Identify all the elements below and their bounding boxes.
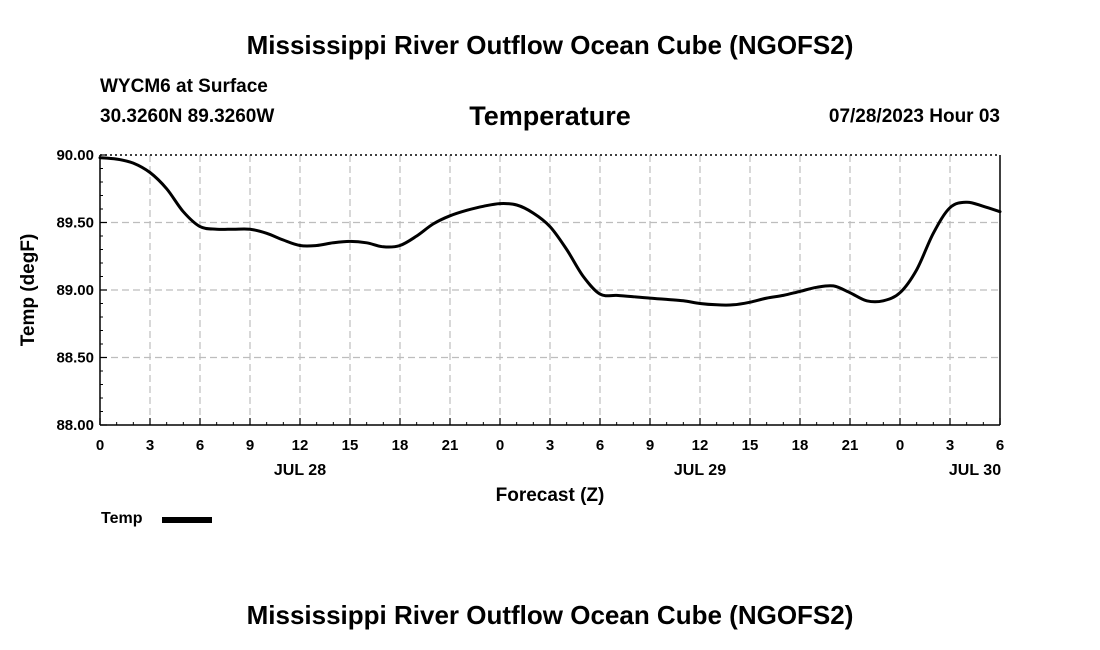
main-title: Mississippi River Outflow Ocean Cube (NG… <box>246 30 854 60</box>
x-tick-label: 3 <box>146 437 154 454</box>
x-tick-label: 6 <box>996 437 1004 454</box>
legend-swatch <box>162 517 212 523</box>
x-tick-label: 15 <box>742 437 759 454</box>
forecast-datetime: 07/28/2023 Hour 03 <box>828 106 1000 127</box>
y-tick-label: 88.00 <box>56 417 94 434</box>
x-tick-label: 6 <box>196 437 204 454</box>
x-axis-label: Forecast (Z) <box>496 485 605 506</box>
x-tick-label: 12 <box>292 437 309 454</box>
x-tick-label: 0 <box>896 437 904 454</box>
x-tick-label: 18 <box>392 437 409 454</box>
x-tick-label: 15 <box>342 437 359 454</box>
chart-title: Temperature <box>469 101 631 131</box>
y-axis-label: Temp (degF) <box>18 234 39 347</box>
x-day-label: JUL 28 <box>274 462 326 479</box>
coordinates-label: 30.3260N 89.3260W <box>100 106 275 127</box>
series-line-temp <box>98 156 1002 307</box>
x-tick-label: 21 <box>842 437 859 454</box>
x-tick-label: 0 <box>496 437 504 454</box>
x-tick-label: 3 <box>946 437 954 454</box>
x-tick-label: 0 <box>96 437 104 454</box>
x-tick-label: 9 <box>246 437 254 454</box>
footer-title: Mississippi River Outflow Ocean Cube (NG… <box>246 600 854 630</box>
x-day-label: JUL 30 <box>949 462 1001 479</box>
y-tick-label: 89.50 <box>56 215 94 232</box>
y-tick-label: 90.00 <box>56 147 94 164</box>
y-tick-label: 89.00 <box>56 282 94 299</box>
x-tick-label: 3 <box>546 437 554 454</box>
y-tick-label: 88.50 <box>56 350 94 367</box>
station-label: WYCM6 at Surface <box>100 76 268 97</box>
x-tick-label: 21 <box>442 437 459 454</box>
x-day-label: JUL 29 <box>674 462 726 479</box>
x-tick-label: 12 <box>692 437 709 454</box>
x-tick-label: 9 <box>646 437 654 454</box>
x-tick-label: 6 <box>596 437 604 454</box>
legend-label: Temp <box>101 510 143 527</box>
x-tick-label: 18 <box>792 437 809 454</box>
